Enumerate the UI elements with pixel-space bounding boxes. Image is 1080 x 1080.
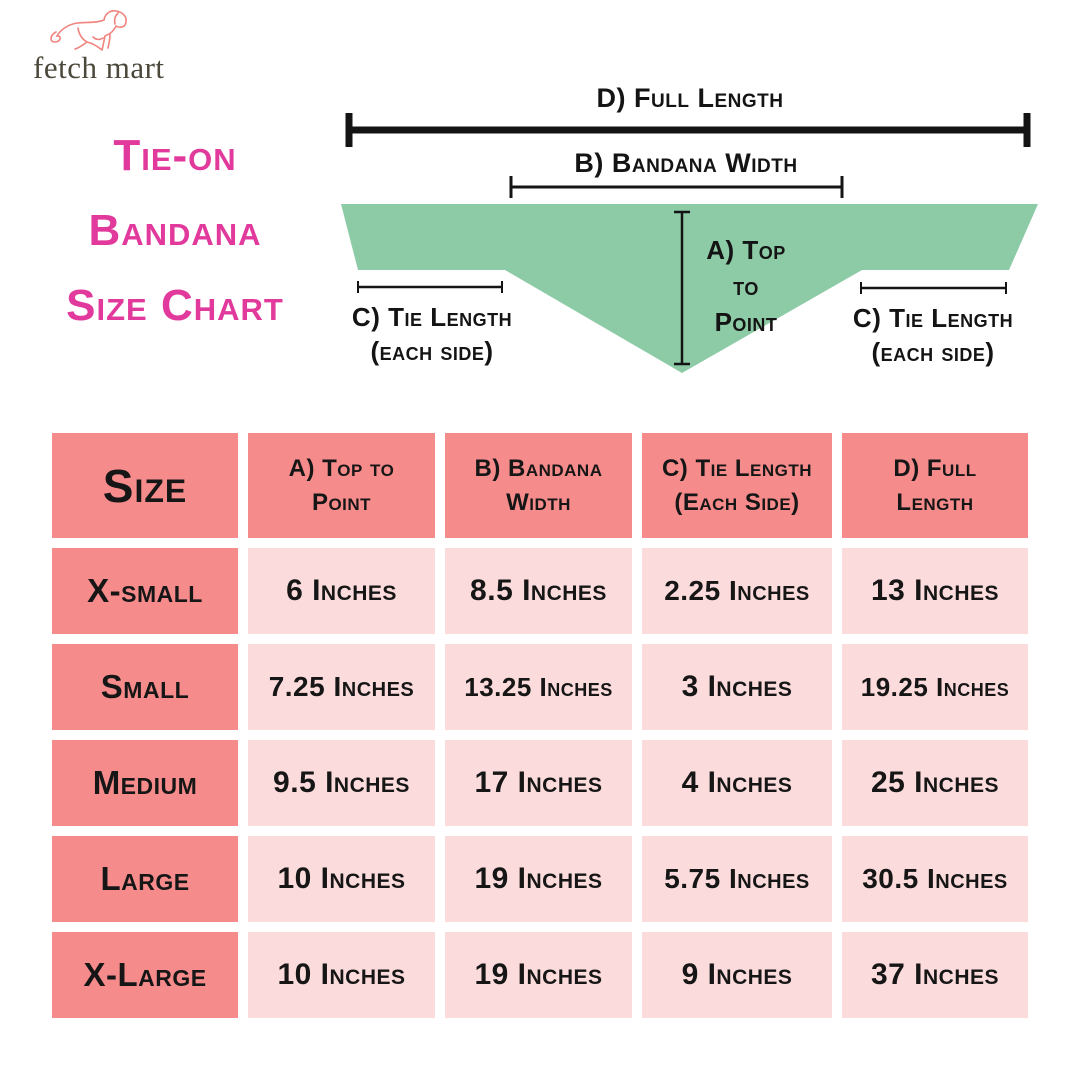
page-title: Tie-on Bandana Size Chart (28, 118, 322, 343)
table-header-bandana-width: B) Bandana Width (445, 433, 632, 538)
header-line: A) Top to (288, 454, 395, 482)
row-label-medium: Medium (52, 740, 238, 826)
row-label-x-large: X-Large (52, 932, 238, 1018)
dog-line-art-icon (50, 10, 127, 51)
brand-name: fetch mart (33, 50, 165, 85)
top-to-point-line-1: A) Top (706, 235, 786, 265)
tie-length-right-label: C) Tie Length (each side) (853, 301, 1013, 369)
title-line-1: Tie-on (113, 131, 237, 180)
tie-length-right-measure-line (860, 282, 1007, 294)
table-header-tie-length: C) Tie Length (Each Side) (642, 433, 832, 538)
bandana-width-label: B) Bandana Width (574, 148, 798, 178)
header-line: Point (311, 488, 372, 516)
title-line-3: Size Chart (66, 281, 284, 330)
table-cell: 19.25 Inches (842, 644, 1028, 730)
bandana-width-measure-line (509, 176, 844, 198)
table-cell: 10 Inches (248, 836, 435, 922)
tie-length-left-line-1: C) Tie Length (351, 302, 513, 332)
table-header-size: Size (52, 433, 238, 538)
row-label-x-small: X-small (52, 548, 238, 634)
full-length-measure-line (345, 113, 1031, 147)
top-to-point-measure-line (674, 210, 690, 366)
header-line: C) Tie Length (661, 454, 813, 482)
table-cell: 2.25 Inches (642, 548, 832, 634)
header-line: D) Full (893, 454, 977, 482)
table-cell: 19 Inches (445, 932, 632, 1018)
tie-length-left-label: C) Tie Length (each side) (352, 300, 512, 368)
header-line: (Each Side) (674, 488, 800, 516)
table-cell: 9.5 Inches (248, 740, 435, 826)
table-cell: 37 Inches (842, 932, 1028, 1018)
table-header-top-to-point: A) Top to Point (248, 433, 435, 538)
top-to-point-line-3: Point (714, 307, 778, 337)
size-table: Size A) Top to Point B) Bandana Width C)… (52, 433, 1028, 1018)
top-to-point-label: A) Top to Point (706, 232, 786, 340)
header-line: Width (506, 488, 571, 516)
table-cell: 17 Inches (445, 740, 632, 826)
table-cell: 4 Inches (642, 740, 832, 826)
row-label-large: Large (52, 836, 238, 922)
full-length-label: D) Full Length (596, 83, 784, 113)
table-header-full-length: D) Full Length (842, 433, 1028, 538)
bandana-shape (341, 204, 1038, 373)
table-cell: 13 Inches (842, 548, 1028, 634)
tie-length-left-measure-line (357, 281, 503, 293)
table-cell: 9 Inches (642, 932, 832, 1018)
table-cell: 13.25 Inches (445, 644, 632, 730)
table-cell: 5.75 Inches (642, 836, 832, 922)
table-cell: 25 Inches (842, 740, 1028, 826)
table-cell: 6 Inches (248, 548, 435, 634)
tie-length-left-line-2: (each side) (370, 336, 494, 366)
table-cell: 3 Inches (642, 644, 832, 730)
tie-length-right-line-2: (each side) (871, 337, 995, 367)
dog-outline (50, 10, 127, 51)
table-cell: 19 Inches (445, 836, 632, 922)
row-label-small: Small (52, 644, 238, 730)
table-cell: 30.5 Inches (842, 836, 1028, 922)
header-line: Length (896, 488, 974, 516)
top-to-point-line-2: to (733, 271, 759, 301)
table-cell: 7.25 Inches (248, 644, 435, 730)
title-line-2: Bandana (88, 206, 262, 255)
tie-length-right-line-1: C) Tie Length (852, 303, 1014, 333)
table-cell: 10 Inches (248, 932, 435, 1018)
header-line: B) Bandana (474, 454, 603, 482)
table-cell: 8.5 Inches (445, 548, 632, 634)
